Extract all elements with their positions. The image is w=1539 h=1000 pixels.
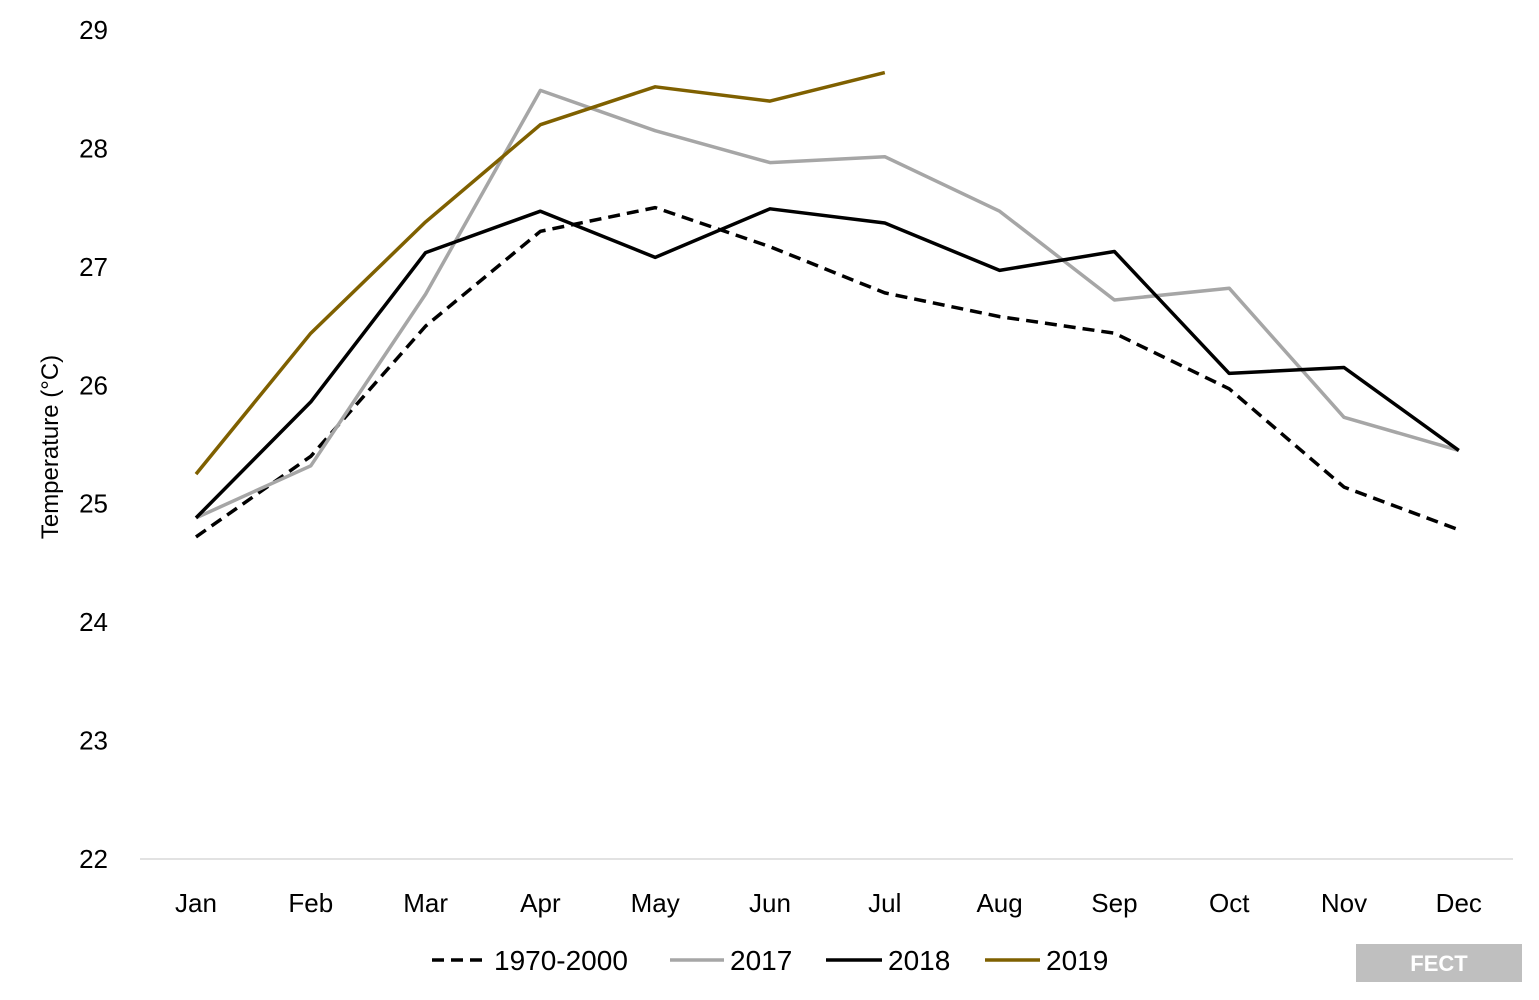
legend-label: 2019 [1046,945,1108,976]
x-tick-label: Feb [288,888,333,918]
x-tick-label: Jul [868,888,901,918]
x-tick-label: Nov [1321,888,1367,918]
x-tick-label: Apr [520,888,561,918]
legend-item: 1970-2000 [432,945,628,976]
series-line-2018 [194,207,1460,520]
y-tick-label: 25 [79,489,108,519]
y-tick-label: 24 [79,607,108,637]
series-line-2019 [194,70,886,476]
legend-item: 2018 [826,945,950,976]
watermark-badge: FECT [1356,944,1522,982]
x-axis-ticks: Jan Feb Mar Apr May Jun Jul Aug Sep Oct Nov Dec [175,888,1482,918]
watermark-text: FECT [1410,951,1468,976]
x-tick-label: Sep [1091,888,1137,918]
y-tick-label: 23 [79,726,108,756]
x-tick-label: May [631,888,680,918]
y-axis-title: Temperature (°C) [37,355,64,539]
legend-item: 2019 [985,945,1108,976]
y-tick-label: 22 [79,844,108,874]
y-tick-label: 26 [79,370,108,400]
legend: 1970-2000 2017 2018 2019 [432,945,1108,976]
y-tick-label: 28 [79,133,108,163]
x-tick-label: Aug [976,888,1022,918]
y-axis-ticks: 22 23 24 25 26 27 28 29 [79,15,108,874]
x-tick-label: Mar [403,888,448,918]
x-tick-label: Jan [175,888,217,918]
legend-item: 2017 [670,945,792,976]
x-tick-label: Dec [1436,888,1482,918]
watermark-background [1356,944,1522,982]
y-tick-label: 29 [79,15,108,45]
series-line-2017 [195,88,1460,520]
y-tick-label: 27 [79,252,108,282]
legend-label: 2018 [888,945,950,976]
series-line-1970-2000 [194,205,1460,539]
x-tick-label: Jun [749,888,791,918]
legend-label: 1970-2000 [494,945,628,976]
x-tick-label: Oct [1209,888,1250,918]
legend-label: 2017 [730,945,792,976]
series-layer [194,70,1460,539]
